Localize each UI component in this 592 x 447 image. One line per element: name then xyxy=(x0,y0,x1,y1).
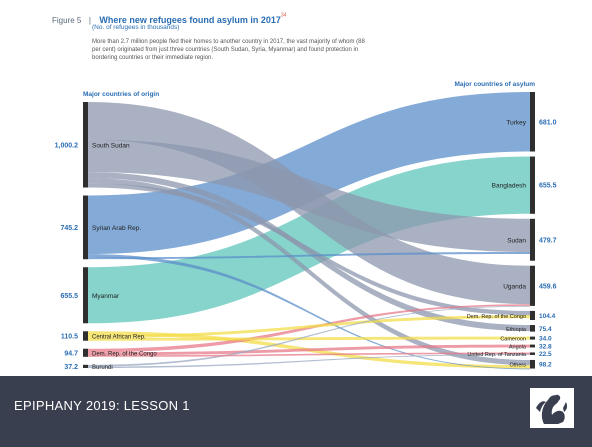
destination-label-cameroon: Cameroon xyxy=(500,337,526,343)
flow-syrian-arab-rep-to-sudan xyxy=(88,252,530,260)
sankey-links xyxy=(88,92,530,370)
destination-label-uganda: Uganda xyxy=(503,283,526,290)
destination-value-turkey: 681.0 xyxy=(539,119,557,126)
destination-node-others xyxy=(530,359,535,369)
origin-value-myanmar: 655.5 xyxy=(60,293,78,300)
destination-value-united-rep-of-tanzania: 22.5 xyxy=(539,351,552,358)
destination-value-cameroon: 34.0 xyxy=(539,336,552,343)
destination-node-united-rep-of-tanzania xyxy=(530,352,535,355)
destination-node-uganda xyxy=(530,265,535,306)
destination-node-bangladesh xyxy=(530,156,535,214)
origin-label-dem-rep-of-the-congo: Dem. Rep. of the Congo xyxy=(92,351,157,357)
figure-title-note: 34 xyxy=(280,12,287,19)
figure-title: Where new refugees found asylum in 2017 xyxy=(99,15,281,25)
flow-south-sudan-to-dem-rep-of-the-congo xyxy=(88,183,530,316)
origin-value-dem-rep-of-the-congo: 94.7 xyxy=(64,350,78,357)
destination-label-turkey: Turkey xyxy=(506,119,526,126)
angel-logo-icon xyxy=(530,388,574,428)
flow-dem-rep-of-the-congo-to-angola xyxy=(88,344,530,356)
destination-label-angola: Angola xyxy=(509,345,527,351)
sankey-chart: South Sudan 1,000.2 Syrian Arab Rep. 745.2 M… xyxy=(55,81,557,371)
origin-node-myanmar xyxy=(83,267,88,324)
destination-node-dem-rep-of-the-congo xyxy=(530,310,535,321)
destination-value-ethiopia: 75.4 xyxy=(539,326,552,333)
figure-label: Figure 5 xyxy=(52,16,82,25)
destination-value-others: 98.2 xyxy=(539,362,552,369)
origin-label-burundi: Burundi xyxy=(92,365,113,371)
origin-label-myanmar: Myanmar xyxy=(92,293,120,300)
destination-node-turkey xyxy=(530,92,535,152)
destination-label-others: Others xyxy=(509,363,526,369)
origin-node-south-sudan xyxy=(83,102,88,188)
origin-value-central-african-rep: 110.5 xyxy=(61,333,78,340)
footer-bar: EPIPHANY 2019: LESSON 1 xyxy=(0,376,592,447)
flow-burundi-to-uganda xyxy=(88,305,530,367)
flow-central-african-rep-to-dem-rep-of-the-congo xyxy=(88,315,530,338)
flow-burundi-to-united-rep-of-tanzania xyxy=(88,354,530,368)
destination-node-cameroon xyxy=(530,336,535,340)
origin-label-central-african-rep: Central African Rep. xyxy=(92,334,146,340)
flow-south-sudan-to-others xyxy=(88,178,530,366)
destination-label-sudan: Sudan xyxy=(507,237,526,244)
destination-label-united-rep-of-tanzania: United Rep. of Tanzania xyxy=(467,352,527,358)
sankey-labels: South Sudan 1,000.2 Syrian Arab Rep. 745.2 M… xyxy=(55,81,557,371)
flow-syrian-arab-rep-to-others xyxy=(88,254,530,370)
origin-value-south-sudan: 1,000.2 xyxy=(55,142,78,149)
origin-node-burundi xyxy=(83,364,88,368)
origins-header: Major countries of origin xyxy=(83,91,159,98)
flow-myanmar-to-bangladesh xyxy=(88,156,530,324)
destination-value-bangladesh: 655.5 xyxy=(539,183,557,190)
flow-syrian-arab-rep-to-turkey xyxy=(88,92,530,255)
destination-node-sudan xyxy=(530,218,535,261)
destination-label-bangladesh: Bangladesh xyxy=(492,183,527,190)
origin-node-dem-rep-of-the-congo xyxy=(83,348,88,357)
origin-node-central-african-rep xyxy=(83,331,88,341)
destinations-header: Major countries of asylum xyxy=(454,81,535,88)
destination-value-sudan: 479.7 xyxy=(539,237,557,244)
destination-value-dem-rep-of-the-congo: 104.4 xyxy=(539,313,556,320)
flow-south-sudan-to-sudan xyxy=(88,139,530,253)
destination-value-uganda: 459.6 xyxy=(539,283,557,290)
figure-description: More than 2.7 million people fled their … xyxy=(92,39,365,61)
flow-dem-rep-of-the-congo-to-united-rep-of-tanzania xyxy=(88,352,530,357)
destination-label-dem-rep-of-the-congo: Dem. Rep. of the Congo xyxy=(467,314,526,320)
flow-central-african-rep-to-cameroon xyxy=(88,336,530,341)
flow-south-sudan-to-ethiopia xyxy=(88,172,530,332)
sankey-nodes xyxy=(83,92,535,369)
origin-node-syrian-arab-rep xyxy=(83,195,88,260)
flow-dem-rep-of-the-congo-to-uganda xyxy=(88,304,530,353)
lesson-title: EPIPHANY 2019: LESSON 1 xyxy=(14,398,190,413)
origin-value-syrian-arab-rep: 745.2 xyxy=(60,225,78,232)
figure-subtitle: (No. of refugees in thousands) xyxy=(92,24,180,31)
destination-node-angola xyxy=(530,344,535,348)
figure-header: Figure 5 | Where new refugees found asyl… xyxy=(52,12,287,25)
origin-value-burundi: 37.2 xyxy=(64,364,78,371)
destination-label-ethiopia: Ethiopia xyxy=(506,327,527,333)
destination-node-ethiopia xyxy=(530,325,535,332)
origin-label-south-sudan: South Sudan xyxy=(92,142,130,149)
destination-value-angola: 32.8 xyxy=(539,344,552,351)
origin-label-syrian-arab-rep: Syrian Arab Rep. xyxy=(92,225,141,232)
